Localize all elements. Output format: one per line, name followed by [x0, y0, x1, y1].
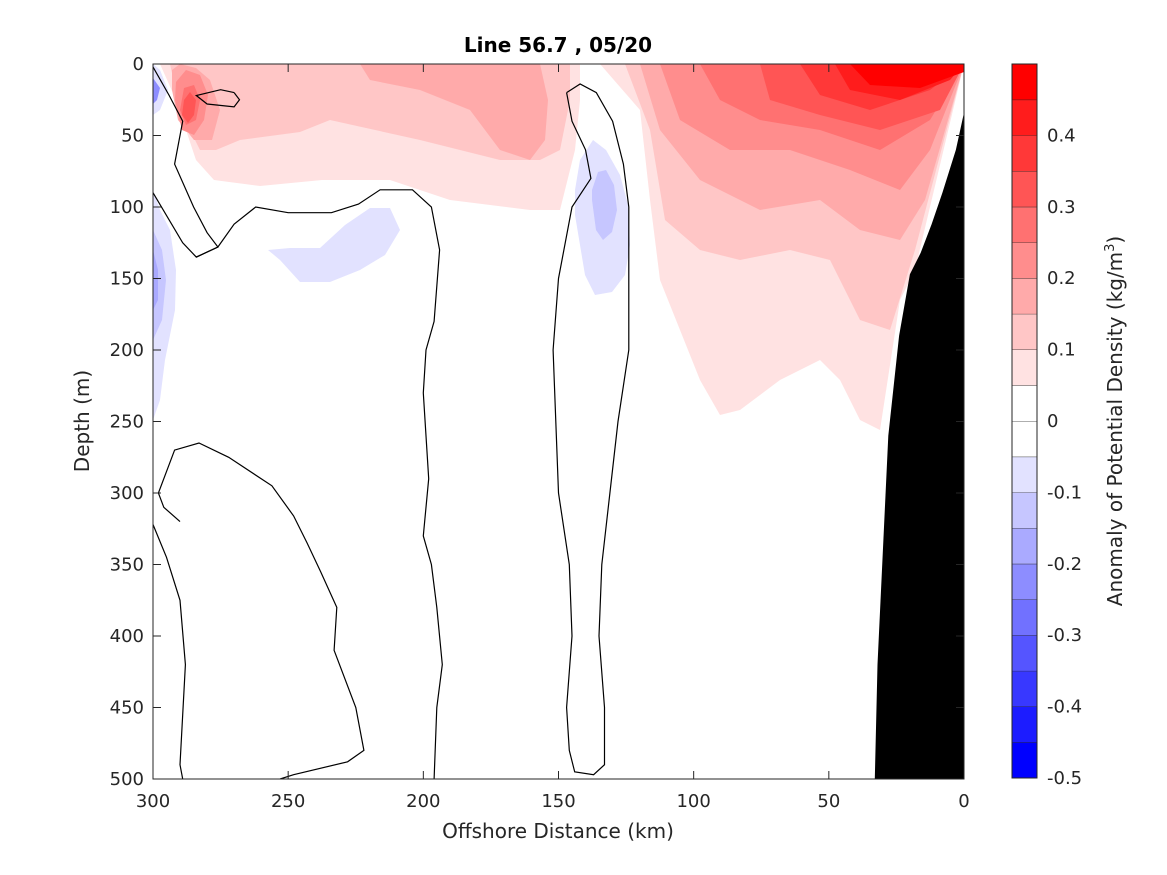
colorbar-tick-label: 0: [1047, 411, 1058, 432]
colorbar-frame: [1011, 63, 1038, 779]
colorbar-tick-label: 0.4: [1047, 125, 1076, 146]
y-tick-label: 100: [110, 197, 144, 218]
colorbar-tick-label: 0.2: [1047, 268, 1076, 289]
colorbar-tick-label: -0.1: [1047, 482, 1082, 503]
colorbar-band: [1012, 456, 1037, 493]
zero-contour-line-2: [196, 189, 443, 779]
colorbar-tick-label: -0.5: [1047, 768, 1082, 789]
x-axis: 300 250 200 150 100 50 0: [136, 64, 970, 812]
zero-contour-lines: [153, 66, 630, 779]
y-tick-label: 150: [110, 269, 144, 290]
colorbar-tick-label: 0.3: [1047, 197, 1076, 218]
colorbar-bands: [1012, 63, 1037, 778]
colorbar-band: [1012, 135, 1037, 172]
colorbar-band: [1012, 599, 1037, 636]
y-tick-label: 500: [110, 769, 144, 790]
colorbar-band: [1012, 242, 1037, 279]
fill-band-neg-0.05-top: [153, 64, 168, 115]
colorbar-band: [1012, 706, 1037, 743]
y-tick-label: 450: [110, 698, 144, 719]
colorbar-band: [1012, 349, 1037, 386]
plot-area: 300 250 200 150 100 50 0 050100150200250300350…: [110, 54, 970, 812]
x-tick-label: 200: [406, 791, 440, 812]
colorbar-ticks: 0.4 0.3 0.2 0.1 0 -0.1 -0.2 -0.3 -0.4 -0.5: [1047, 125, 1082, 789]
y-tick-label: 200: [110, 340, 144, 361]
x-tick-label: 50: [817, 791, 840, 812]
x-tick-label: 100: [676, 791, 710, 812]
zero-contour-line-5: [552, 83, 630, 776]
colorbar-label-superscript: 3: [1103, 244, 1118, 252]
colorbar-tick-label: -0.4: [1047, 697, 1082, 718]
colorbar-band: [1012, 670, 1037, 707]
y-tick-label: 400: [110, 626, 144, 647]
colorbar-band: [1012, 742, 1037, 778]
colorbar-band: [1012, 563, 1037, 600]
colorbar-band: [1012, 171, 1037, 207]
colorbar-band: [1012, 313, 1037, 350]
colorbar-band: [1012, 206, 1037, 243]
colorbar-tick-label: 0.1: [1047, 340, 1076, 361]
fill-band-neg-0.05-mid: [268, 208, 400, 282]
colorbar-band: [1012, 64, 1037, 100]
colorbar-band: [1012, 99, 1037, 136]
x-axis-label: Offshore Distance (km): [442, 819, 674, 843]
colorbar-tick-label: -0.2: [1047, 554, 1082, 575]
fill-band-neg-0.1-east: [592, 170, 617, 240]
x-tick-label: 150: [541, 791, 575, 812]
fill-band-neg-0.1-west: [153, 230, 166, 340]
colorbar: 0.4 0.3 0.2 0.1 0 -0.1 -0.2 -0.3 -0.4 -0.5: [1011, 63, 1082, 789]
colorbar-band: [1012, 278, 1037, 314]
colorbar-tick-label: -0.3: [1047, 625, 1082, 646]
zero-contour-line-0: [153, 66, 219, 258]
fill-band-0.15-north: [360, 64, 548, 160]
coastal-bottom-topography: [874, 112, 964, 780]
chart-title: Line 56.7 , 05/20: [464, 33, 652, 57]
colorbar-label-close: ): [1103, 236, 1127, 244]
x-tick-label: 300: [136, 791, 170, 812]
zero-contour-line-3: [153, 524, 187, 779]
colorbar-band: [1012, 635, 1037, 671]
colorbar-band: [1012, 385, 1037, 421]
fill-band-neg-0.15-top: [153, 78, 160, 104]
colorbar-band: [1012, 421, 1037, 457]
colorbar-label: Anomaly of Potential Density (kg/m3): [1103, 236, 1127, 606]
fill-band-0.3: [182, 92, 196, 123]
y-tick-label: 300: [110, 483, 144, 504]
y-tick-label: 0: [133, 54, 144, 75]
zero-contour-line-1: [194, 89, 241, 108]
y-tick-label: 50: [121, 126, 144, 147]
density-fill-layer: [153, 64, 964, 430]
y-tick-label: 350: [110, 555, 144, 576]
zero-contour-line-4: [157, 442, 365, 779]
y-tick-label: 250: [110, 412, 144, 433]
y-axis-label: Depth (m): [70, 370, 94, 472]
x-tick-label: 0: [958, 791, 969, 812]
colorbar-band: [1012, 528, 1037, 564]
colorbar-band: [1012, 492, 1037, 529]
x-tick-label: 250: [271, 791, 305, 812]
fill-band-0.45-east: [850, 64, 964, 88]
fill-band-neg-0.15-west: [153, 250, 158, 310]
y-axis: 0 50 100 150 200 250 300 350 400 450 500: [110, 54, 964, 790]
